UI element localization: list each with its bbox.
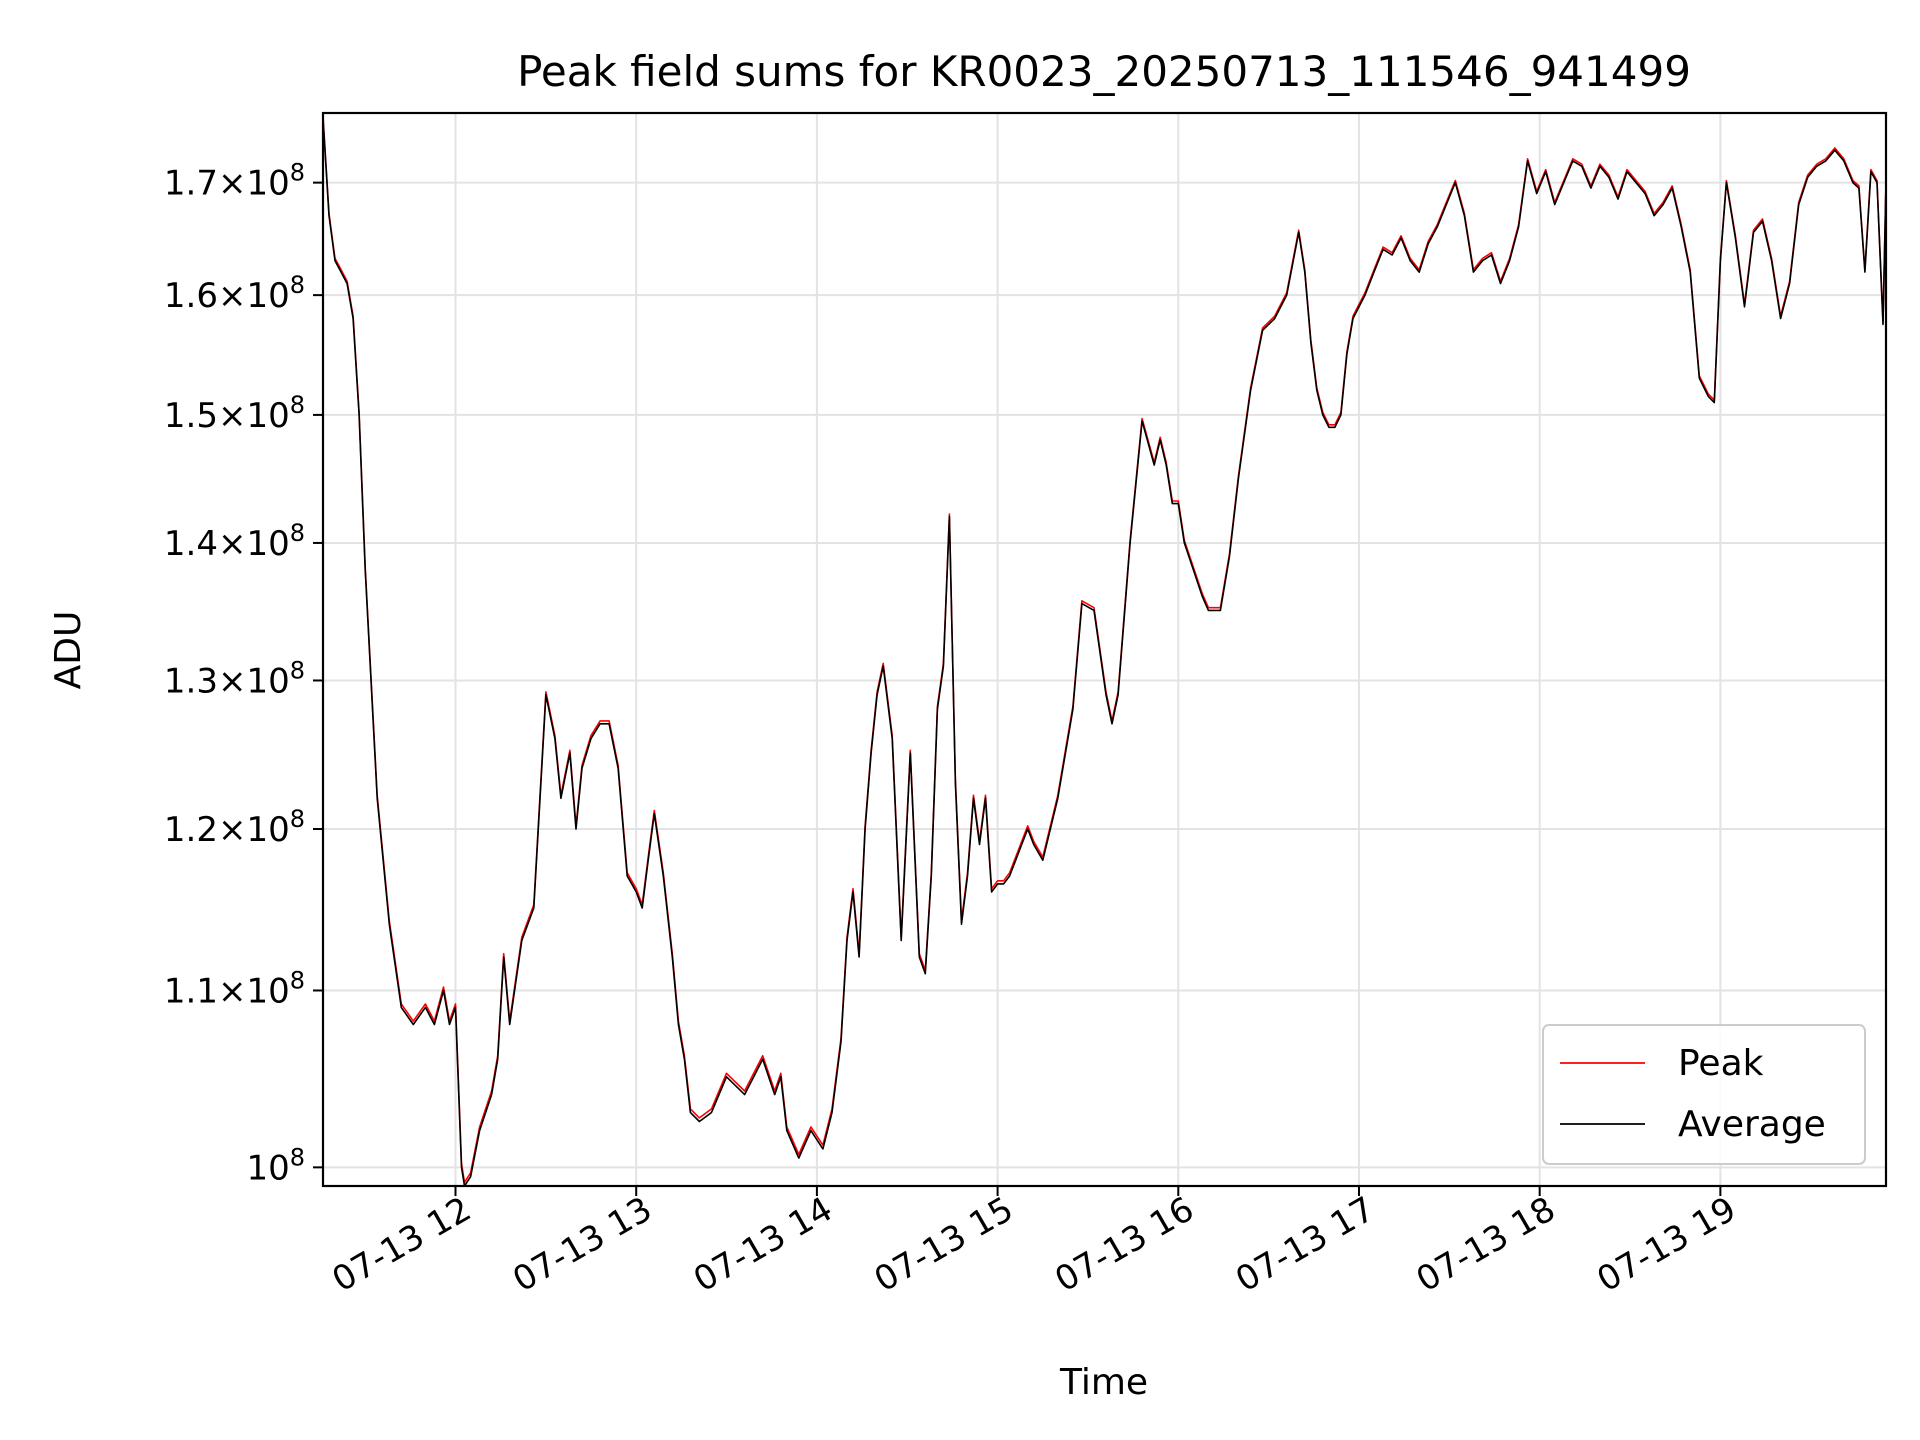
y-tick-label: 1.6×108 [164, 271, 305, 316]
y-tick-label: 1.4×108 [164, 519, 305, 564]
legend: Peak Average [1542, 1024, 1866, 1165]
y-tick-label: 1.3×108 [164, 656, 305, 701]
legend-box [1542, 1024, 1866, 1165]
plot-frame [321, 111, 1888, 1188]
x-axis-label: Time [1059, 1362, 1148, 1403]
y-axis: 108 1.1×108 1.2×108 1.3×108 1.4×108 1.5×108 1.… [164, 159, 323, 1188]
grid [323, 113, 1886, 1186]
series-layer [322, 116, 1887, 1187]
y-tick-label: 1.1×108 [164, 966, 305, 1011]
series-line-average [322, 118, 1887, 1187]
y-tick-label: 1.7×108 [164, 159, 305, 204]
legend-label-peak: Peak [1678, 1043, 1764, 1084]
y-tick-label: 1.5×108 [164, 391, 305, 436]
legend-label-average: Average [1678, 1104, 1826, 1145]
chart-title: Peak field sums for KR0023_20250713_1115… [517, 47, 1691, 96]
y-tick-label: 1.2×108 [164, 805, 305, 850]
y-tick-label: 108 [246, 1143, 305, 1188]
y-axis-label: ADU [48, 611, 89, 690]
